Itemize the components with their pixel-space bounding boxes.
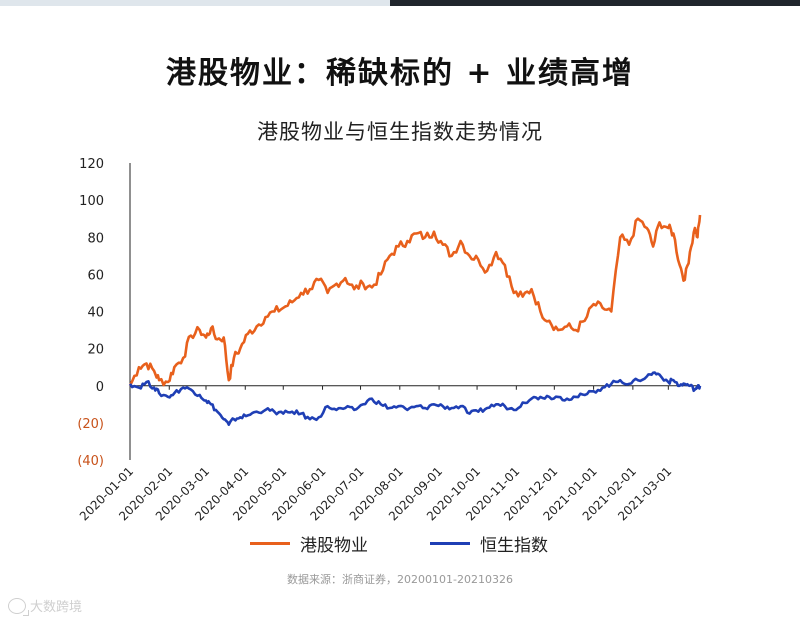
y-tick-label: 40 [87, 306, 104, 321]
watermark-text: 大数跨境 [30, 600, 83, 615]
watermark: 大数跨境 [8, 596, 83, 616]
legend-item-hsi: 恒生指数 [430, 531, 548, 556]
y-tick-label: 0 [96, 380, 104, 395]
y-tick-label: 20 [87, 343, 104, 358]
legend-item-property: 港股物业 [250, 531, 368, 556]
y-tick-label: 60 [87, 268, 104, 283]
chart-title: 港股物业与恒生指数走势情况 [257, 120, 543, 144]
data-source-note: 数据来源：浙商证券，20200101-20210326 [287, 573, 513, 586]
y-tick-label: (40) [77, 454, 104, 469]
legend-label-hsi: 恒生指数 [480, 536, 548, 556]
series-line-property [128, 214, 702, 387]
y-axis: 120 100 80 60 40 20 0 (20) (40) [77, 157, 131, 469]
y-tick-label: 120 [79, 157, 104, 172]
series-lines [128, 214, 702, 427]
y-tick-label: 100 [79, 194, 104, 209]
slide-title: 港股物业：稀缺标的 + 业绩高增 [165, 56, 635, 91]
y-tick-label: 80 [87, 231, 104, 246]
watermark-logo-icon [8, 597, 29, 616]
series-line-hsi [128, 371, 702, 427]
y-tick-label: (20) [77, 417, 104, 432]
legend-swatch-property [250, 542, 290, 545]
legend-swatch-hsi [430, 542, 470, 545]
legend-label-property: 港股物业 [300, 536, 368, 556]
top-strip-dark [390, 0, 800, 6]
legend: 港股物业 恒生指数 [0, 531, 800, 556]
x-axis: 2020-01-012020-02-012020-03-012020-04-01… [77, 385, 700, 523]
